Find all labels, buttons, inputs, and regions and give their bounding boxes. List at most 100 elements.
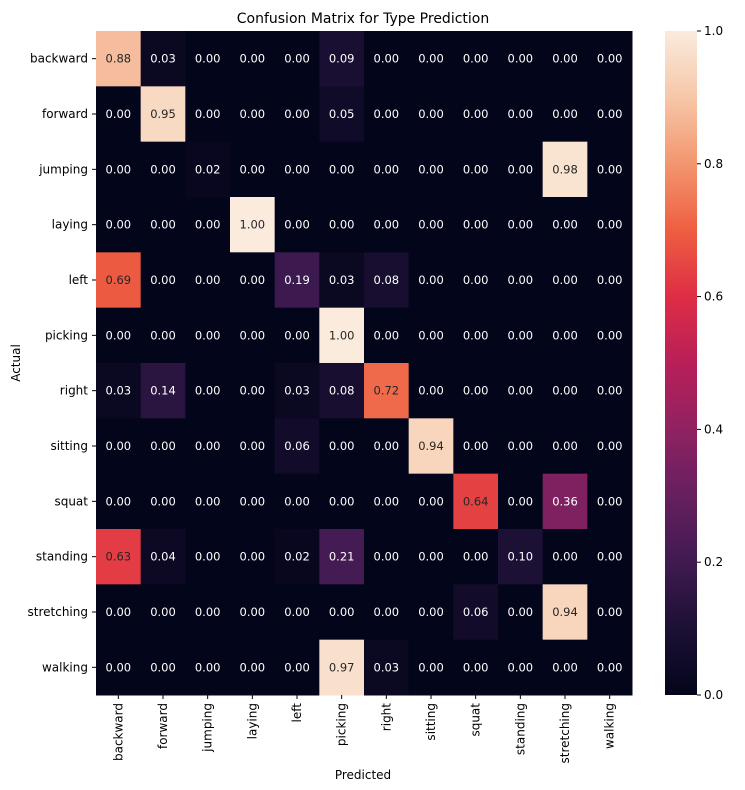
heatmap-cell (498, 141, 544, 198)
cell-value-label: 0.00 (150, 439, 176, 453)
heatmap-cell (185, 307, 231, 364)
heatmap-cell (587, 86, 633, 143)
heatmap-cell (364, 86, 410, 143)
cell-value-label: 0.00 (418, 494, 444, 508)
cell-value-label: 0.06 (284, 439, 310, 453)
cell-value-label: 0.04 (150, 550, 176, 564)
heatmap-cell (408, 584, 454, 641)
cell-value-label: 0.00 (150, 494, 176, 508)
x-tick-label: forward (156, 703, 170, 749)
heatmap-cell (587, 363, 633, 419)
heatmap-cell (408, 473, 454, 530)
cell-value-label: 0.10 (508, 550, 534, 564)
heatmap-cell (453, 307, 499, 364)
heatmap-cell (408, 141, 454, 198)
cell-value-label: 0.00 (374, 107, 400, 121)
cell-value-label: 1.00 (240, 218, 266, 232)
cell-value-label: 0.00 (418, 52, 444, 66)
heatmap-cell (498, 639, 544, 696)
heatmap-cell (274, 141, 320, 198)
heatmap-cell (587, 418, 633, 475)
heatmap-cell (542, 363, 588, 419)
cell-value-label: 0.00 (418, 328, 444, 342)
cell-value-label: 0.00 (150, 273, 176, 287)
cell-value-label: 0.03 (106, 384, 132, 398)
heatmap-cell (319, 141, 365, 198)
heatmap-cell (96, 31, 142, 87)
heatmap-cell (542, 86, 588, 143)
cell-value-label: 0.00 (106, 439, 132, 453)
x-tick-label: stretching (558, 703, 572, 763)
x-tick-label: laying (245, 703, 259, 739)
cell-value-label: 0.00 (106, 162, 132, 176)
cell-value-label: 0.00 (240, 107, 266, 121)
y-tick-label: squat (54, 494, 88, 508)
heatmap-cell (185, 252, 231, 309)
cell-value-label: 0.00 (329, 218, 355, 232)
y-tick-label: sitting (50, 439, 88, 453)
cell-value-label: 0.00 (508, 660, 534, 674)
cell-value-label: 0.09 (329, 52, 355, 66)
heatmap-cell (408, 529, 454, 585)
heatmap-cell (364, 252, 410, 309)
heatmap-cell (542, 31, 588, 87)
cell-value-label: 0.00 (463, 107, 489, 121)
heatmap-cell (96, 529, 142, 585)
heatmap-cell (453, 418, 499, 475)
cell-value-label: 0.00 (508, 107, 534, 121)
cell-value-label: 0.95 (150, 107, 176, 121)
heatmap-cell (185, 197, 231, 253)
heatmap-cell (96, 418, 142, 475)
heatmap-cell (319, 363, 365, 419)
cell-value-label: 0.00 (508, 218, 534, 232)
cell-value-label: 0.00 (463, 439, 489, 453)
x-tick-label: sitting (424, 703, 438, 741)
heatmap-cell (364, 584, 410, 641)
cell-value-label: 0.00 (195, 273, 221, 287)
cell-value-label: 0.00 (552, 660, 578, 674)
cell-value-label: 0.00 (597, 605, 623, 619)
cell-value-label: 0.00 (329, 439, 355, 453)
cell-value-label: 0.00 (240, 328, 266, 342)
cell-value-label: 0.97 (329, 660, 355, 674)
heatmap-cell (274, 584, 320, 641)
heatmap-cell (542, 252, 588, 309)
cell-value-label: 0.00 (150, 328, 176, 342)
heatmap-cell (453, 584, 499, 641)
heatmap-cell (319, 31, 365, 87)
heatmap-cell (587, 31, 633, 87)
cell-value-label: 0.00 (195, 439, 221, 453)
cell-value-label: 0.00 (374, 439, 400, 453)
cell-value-label: 0.00 (418, 605, 444, 619)
heatmap-annotations: 0.88 0.03 0.00 0.00 0.00 0.09 0.00 0.00 0.00 0.00… (106, 52, 623, 675)
colorbar-tick-label: 0.8 (704, 157, 723, 171)
cell-value-label: 0.00 (597, 273, 623, 287)
cell-value-label: 0.00 (150, 162, 176, 176)
heatmap-cell (140, 639, 186, 696)
cell-value-label: 0.00 (195, 107, 221, 121)
heatmap-cell (140, 197, 186, 253)
cell-value-label: 0.00 (240, 273, 266, 287)
cell-value-label: 0.00 (240, 384, 266, 398)
cell-value-label: 0.98 (552, 162, 578, 176)
heatmap-cell (587, 473, 633, 530)
heatmap-cell (185, 529, 231, 585)
heatmap-cell (230, 307, 276, 364)
cell-value-label: 0.00 (463, 52, 489, 66)
heatmap-cell (498, 86, 544, 143)
heatmap-cells (96, 31, 633, 696)
heatmap-cell (364, 197, 410, 253)
heatmap-cell (364, 363, 410, 419)
cell-value-label: 0.21 (329, 550, 355, 564)
y-tick-label: right (60, 384, 88, 398)
heatmap-cell (140, 363, 186, 419)
heatmap-cell (587, 584, 633, 641)
cell-value-label: 0.00 (374, 162, 400, 176)
cell-value-label: 0.00 (374, 328, 400, 342)
y-tick-label: jumping (38, 162, 88, 176)
heatmap-cell (96, 141, 142, 198)
x-tick-label: squat (469, 703, 483, 737)
cell-value-label: 0.63 (106, 550, 132, 564)
heatmap-cell (319, 418, 365, 475)
cell-value-label: 0.00 (508, 273, 534, 287)
